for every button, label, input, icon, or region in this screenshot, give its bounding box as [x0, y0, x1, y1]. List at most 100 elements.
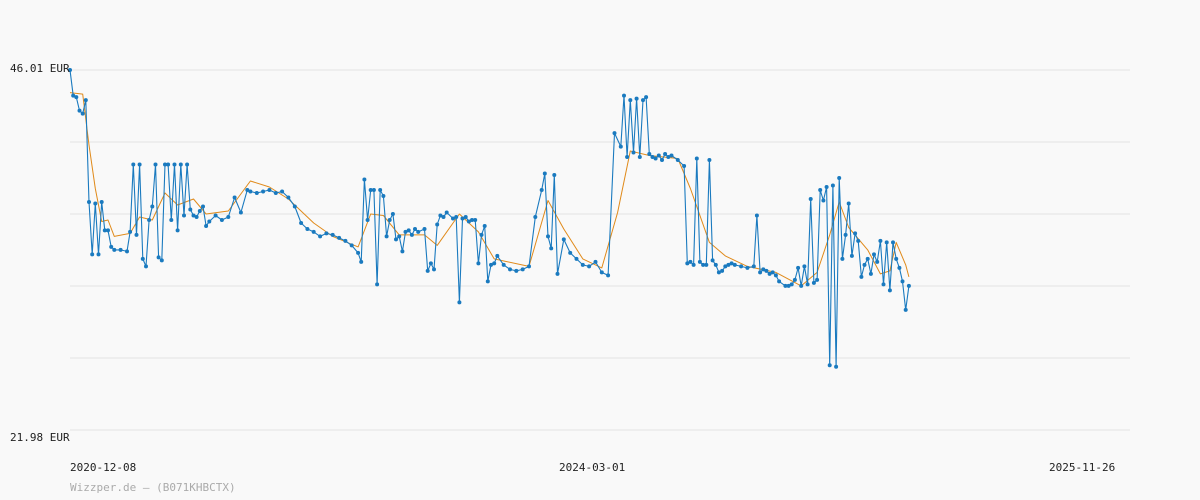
grid-lines [70, 69, 1130, 431]
price-point [900, 279, 905, 284]
x-tick-label-start: 2020-12-08 [70, 461, 136, 474]
price-point [837, 176, 842, 180]
average-series [69, 92, 910, 287]
price-point [77, 108, 82, 113]
price-point [650, 155, 655, 159]
price-point [460, 216, 465, 221]
price-point [745, 265, 750, 270]
price-point [428, 261, 433, 266]
price-point [805, 282, 810, 287]
price-point [90, 252, 95, 257]
price-point [710, 258, 715, 263]
price-point [881, 282, 886, 287]
price-point [542, 171, 547, 176]
price-point [653, 156, 658, 161]
price-point [466, 219, 471, 224]
price-point [694, 156, 699, 161]
price-point [432, 267, 436, 272]
price-point [707, 158, 712, 162]
price-point [751, 264, 756, 269]
price-point [362, 177, 367, 182]
price-point [245, 188, 250, 192]
price-series [69, 69, 910, 368]
price-point [799, 283, 804, 288]
price-point [188, 207, 193, 212]
price-point [381, 194, 386, 198]
price-point [454, 215, 459, 219]
price-point [191, 213, 196, 218]
price-point [508, 267, 512, 272]
price-point [849, 253, 854, 258]
price-point [201, 204, 205, 209]
price-point [238, 210, 243, 215]
source-credit: Wizzper.de – (B071KHBCTX) [70, 481, 236, 494]
y-axis-max-label: 46.01 EUR [10, 62, 70, 75]
price-point [568, 250, 573, 255]
price-point [754, 213, 759, 218]
price-point [286, 195, 291, 200]
price-point [552, 173, 557, 177]
price-point [637, 155, 642, 159]
price-point [375, 282, 380, 287]
price-point [811, 280, 816, 285]
price-point [125, 249, 129, 254]
price-point [495, 253, 500, 258]
price-point [872, 252, 876, 257]
price-point [182, 213, 186, 218]
price-point [400, 249, 405, 254]
price-point [669, 153, 674, 158]
price-point [716, 270, 721, 275]
price-point [416, 229, 421, 234]
price-point [843, 232, 848, 237]
price-point [723, 264, 728, 269]
price-point [606, 273, 611, 278]
price-point [561, 237, 566, 242]
price-point [903, 307, 908, 312]
price-point [846, 201, 851, 206]
price-point [169, 218, 174, 222]
price-point [87, 200, 91, 204]
price-point [194, 215, 199, 219]
price-point [261, 189, 266, 194]
price-point [789, 282, 794, 287]
price-point [660, 158, 664, 162]
price-markers [68, 68, 911, 369]
price-point [292, 204, 297, 209]
price-point [533, 215, 538, 219]
price-point [378, 188, 383, 192]
price-point [470, 218, 474, 222]
x-tick-label-middle: 2024-03-01 [559, 461, 625, 474]
price-point [599, 270, 604, 275]
price-point [758, 270, 763, 275]
price-point [438, 213, 443, 218]
price-point [501, 262, 506, 267]
price-point [178, 162, 183, 167]
price-point [118, 247, 123, 252]
price-point [593, 259, 598, 264]
price-point [701, 262, 706, 267]
price-point [622, 93, 626, 98]
price-point [324, 231, 329, 236]
price-point [732, 262, 737, 267]
price-point [479, 232, 484, 237]
price-point [422, 227, 427, 231]
price-point [647, 152, 652, 156]
price-point [720, 268, 725, 273]
price-point [783, 283, 788, 288]
price-point [906, 283, 911, 288]
price-point [587, 264, 592, 269]
price-point [330, 232, 335, 237]
price-point [704, 262, 709, 267]
price-line [69, 69, 910, 368]
price-point [546, 234, 550, 239]
price-point [675, 158, 680, 162]
price-point [68, 68, 72, 72]
price-point [663, 152, 668, 156]
price-point [144, 264, 148, 269]
price-point [134, 232, 139, 237]
price-point [219, 218, 224, 222]
price-point [628, 98, 633, 103]
price-point [343, 238, 348, 243]
